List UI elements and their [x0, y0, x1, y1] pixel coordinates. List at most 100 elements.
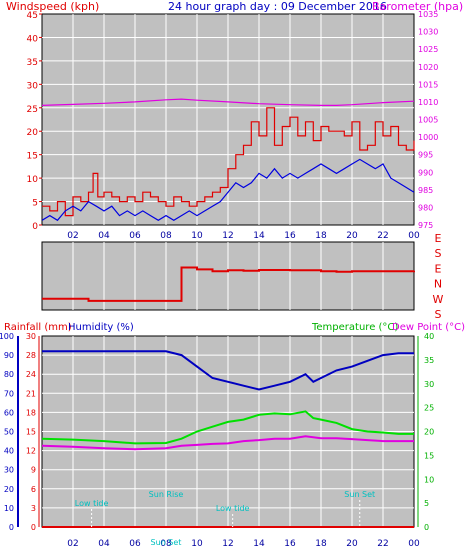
- humidity-tick: 60: [4, 408, 14, 417]
- x-tick: 20: [346, 231, 358, 241]
- x-tick: 14: [253, 539, 265, 549]
- temperature-axis-title: Temperature (°C): [311, 322, 398, 333]
- rainfall-axis: 0 3 6 9 12 15 18 21 24 28 30: [26, 332, 40, 532]
- x-tick: 04: [98, 231, 110, 241]
- humidity-tick: 10: [4, 504, 14, 513]
- rainfall-tick: 0: [31, 523, 36, 532]
- barometer-tick: 1035: [418, 10, 438, 19]
- direction-label: E: [435, 262, 442, 275]
- event-label: Sun Set: [344, 490, 375, 499]
- barometer-tick: 1015: [418, 80, 438, 89]
- rainfall-tick: 28: [26, 351, 36, 360]
- windspeed-tick: 20: [27, 128, 39, 138]
- humidity-tick: 20: [4, 485, 14, 494]
- windspeed-tick: 45: [27, 11, 38, 21]
- barometer-tick: 1020: [418, 63, 438, 72]
- temperature-tick: 30: [424, 380, 434, 389]
- x-tick: 00: [408, 231, 420, 241]
- windspeed-tick: 40: [27, 34, 39, 44]
- rainfall-tick: 18: [26, 408, 36, 417]
- sun-tide-events: Low tide Sun Rise Sun Set Low tide Sun Set: [75, 490, 375, 547]
- windspeed-tick: 10: [27, 175, 39, 185]
- x-tick: 02: [67, 231, 78, 241]
- x-tick: 18: [315, 231, 327, 241]
- humidity-tick: 100: [0, 332, 14, 341]
- x-tick: 22: [377, 231, 388, 241]
- barometer-tick: 1005: [418, 116, 438, 125]
- barometer-line: [41, 98, 415, 106]
- x-tick: 12: [222, 231, 233, 241]
- x-tick: 12: [222, 539, 233, 549]
- barometer-tick: 1000: [418, 133, 438, 142]
- humidity-line: [42, 350, 414, 391]
- direction-grid: [72, 242, 384, 310]
- humidity-tick: 50: [4, 428, 14, 437]
- windspeed-tick: 5: [32, 199, 38, 209]
- event-label: Sun Set: [151, 538, 182, 547]
- direction-label: S: [435, 247, 442, 260]
- x-tick: 16: [284, 539, 296, 549]
- barometer-tick: 990: [418, 168, 433, 177]
- x-tick: 02: [67, 539, 78, 549]
- temperature-tick: 0: [424, 523, 429, 532]
- windspeed-axis: 45 40 35 30 25 20 15 10 5 0: [27, 11, 42, 232]
- humidity-tick: 80: [4, 370, 14, 379]
- temperature-tick: 35: [424, 356, 434, 365]
- wind-series: [41, 98, 415, 222]
- wind-avg-line: [41, 158, 415, 222]
- humidity-axis-title: Humidity (%): [68, 322, 134, 333]
- humidity-tick: 0: [9, 523, 14, 532]
- direction-label: E: [435, 232, 442, 245]
- rainfall-tick: 30: [26, 332, 36, 341]
- x-tick: 04: [98, 539, 110, 549]
- rainfall-tick: 6: [31, 485, 36, 494]
- event-label: Sun Rise: [149, 490, 184, 499]
- windspeed-axis-title: Windspeed (kph): [6, 0, 99, 13]
- x-tick: 22: [377, 539, 388, 549]
- event-label: Low tide: [75, 499, 109, 508]
- rainfall-tick: 24: [26, 370, 36, 379]
- barometer-tick: 1025: [418, 45, 438, 54]
- temperature-tick: 25: [424, 404, 434, 413]
- humidity-tick: 40: [4, 447, 14, 456]
- humidity-tick: 70: [4, 389, 14, 398]
- barometer-tick: 995: [418, 151, 433, 160]
- temperature-line: [41, 410, 414, 445]
- barometer-tick: 975: [418, 221, 433, 230]
- x-tick: 08: [160, 231, 172, 241]
- x-tick: 16: [284, 231, 296, 241]
- x-tick: 20: [346, 539, 358, 549]
- humidity-tick: 30: [4, 466, 14, 475]
- windspeed-tick: 0: [32, 222, 38, 232]
- temp-grid: [42, 336, 414, 527]
- temperature-tick: 20: [424, 428, 434, 437]
- windspeed-tick: 15: [27, 152, 38, 162]
- temperature-tick: 10: [424, 475, 434, 484]
- x-tick: 08: [160, 539, 172, 549]
- barometer-axis: 1035 1030 1025 1020 1015 1010 1005 1000 995 990 98…: [418, 10, 438, 230]
- direction-label: W: [433, 293, 444, 306]
- x-tick: 14: [253, 231, 265, 241]
- direction-label: S: [435, 308, 442, 321]
- temperature-axis: 40 35 30 25 20 15 10 5 0: [417, 332, 434, 532]
- direction-label: N: [434, 278, 442, 291]
- windspeed-tick: 25: [27, 105, 38, 115]
- x-tick: 18: [315, 539, 327, 549]
- wind-direction-line: [42, 266, 415, 302]
- dewpoint-line: [41, 435, 414, 451]
- x-tick: 06: [129, 539, 141, 549]
- x-tick: 06: [129, 231, 141, 241]
- barometer-tick: 1030: [418, 28, 438, 37]
- windspeed-tick: 35: [27, 58, 38, 68]
- chart-title: 24 hour graph day : 09 December 2016: [168, 0, 387, 13]
- temperature-tick: 40: [424, 332, 434, 341]
- barometer-tick: 1010: [418, 98, 438, 107]
- event-label: Low tide: [216, 504, 250, 513]
- barometer-axis-title: Barometer (hpa): [372, 0, 463, 13]
- rainfall-axis-title: Rainfall (mm): [4, 322, 72, 333]
- dewpoint-axis-title: Dew Point (°C): [392, 322, 465, 333]
- rainfall-tick: 3: [31, 504, 36, 513]
